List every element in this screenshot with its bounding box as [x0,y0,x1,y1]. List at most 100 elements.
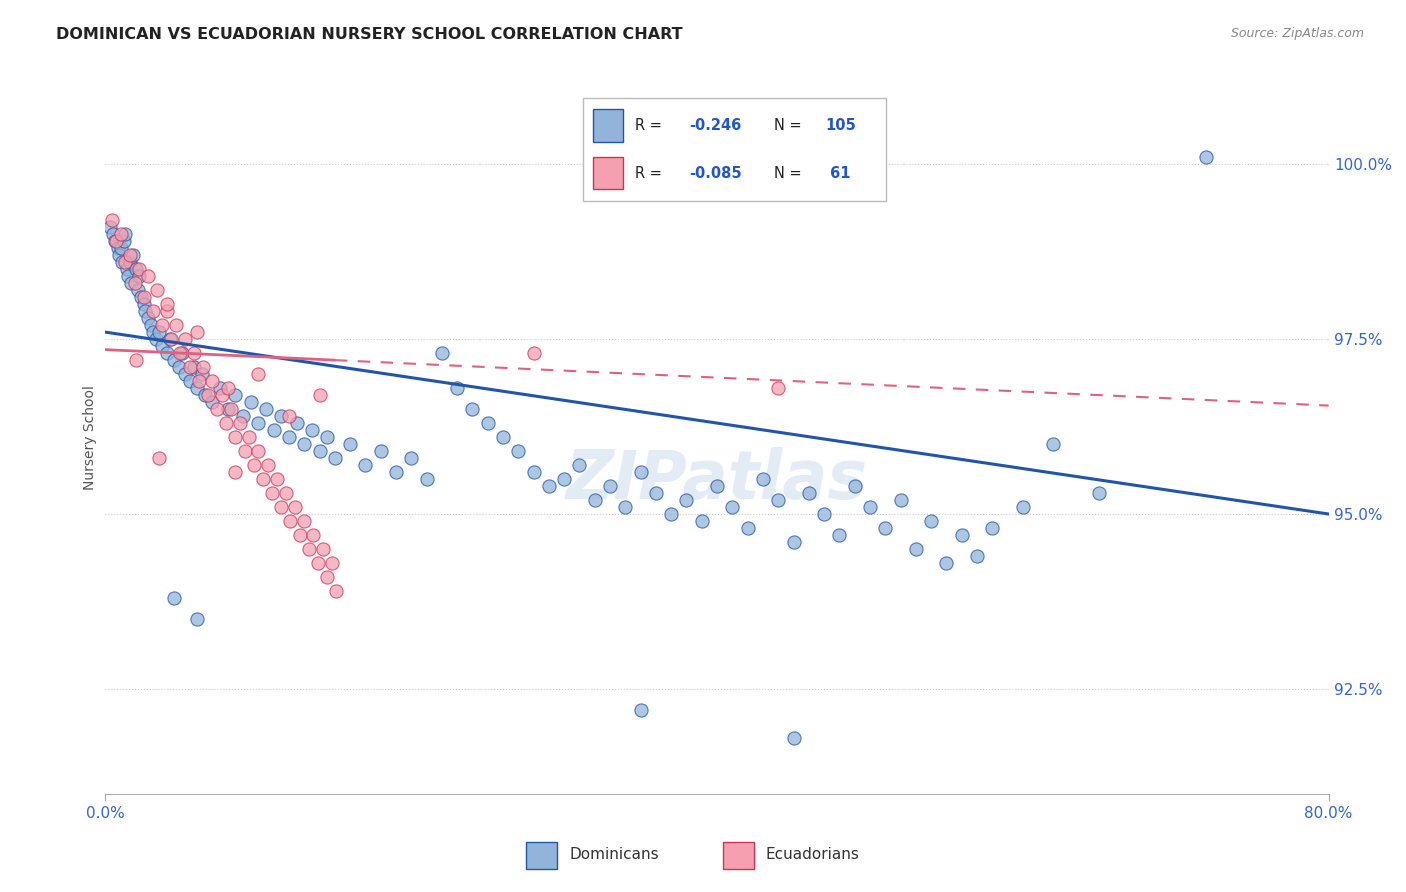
Text: R =: R = [636,166,666,180]
Point [187,374,209,388]
Point [120,276,142,290]
Point [630,465,652,479]
Point [170,346,193,360]
Point [446,381,468,395]
Point [169,346,191,360]
Point [1042,437,1064,451]
Point [274,486,297,500]
Point [107,241,129,255]
Point [675,493,697,508]
Point [132,290,155,304]
Point [150,339,173,353]
Point [599,479,621,493]
Point [136,311,159,326]
Text: Source: ZipAtlas.com: Source: ZipAtlas.com [1230,27,1364,40]
Point [233,444,256,458]
Point [323,451,346,466]
Point [129,290,152,304]
Point [768,381,790,395]
Point [186,325,208,339]
Point [215,416,238,430]
Point [904,541,927,556]
Text: -0.246: -0.246 [689,119,741,133]
Point [813,507,835,521]
Point [142,304,165,318]
Point [797,486,820,500]
Point [111,255,134,269]
Text: N =: N = [773,166,806,180]
Point [1012,500,1035,514]
Point [125,262,148,277]
Point [844,479,866,493]
Point [127,283,149,297]
Point [401,451,423,466]
Point [217,402,239,417]
Point [183,346,205,360]
Point [238,430,260,444]
Point [98,220,121,235]
Point [174,367,197,381]
Text: DOMINICAN VS ECUADORIAN NURSERY SCHOOL CORRELATION CHART: DOMINICAN VS ECUADORIAN NURSERY SCHOOL C… [56,27,683,42]
Point [298,541,321,556]
Point [118,248,141,262]
Point [224,430,246,444]
Point [194,388,217,402]
Point [537,479,560,493]
Point [950,528,973,542]
Point [186,612,208,626]
Point [179,360,201,375]
Point [156,304,179,318]
Point [644,486,668,500]
Point [114,227,136,242]
Point [284,500,307,514]
Point [128,269,150,284]
Point [280,514,302,528]
Point [174,332,197,346]
Point [266,472,288,486]
Point [191,367,214,381]
Text: ZIPatlas: ZIPatlas [567,447,868,513]
Point [690,514,713,528]
Point [150,318,173,333]
Point [128,262,150,277]
Point [114,255,136,269]
Point [492,430,515,444]
Point [156,346,179,360]
Point [252,472,274,486]
Point [108,248,131,262]
Point [354,458,377,472]
Point [292,437,315,451]
Point [105,234,128,248]
Point [301,423,323,437]
Point [875,521,897,535]
Point [768,493,790,508]
Point [110,241,132,255]
Point [122,248,145,262]
Point [219,402,242,417]
Point [201,395,224,409]
Point [325,584,347,599]
Point [247,444,270,458]
Point [890,493,912,508]
Point [782,731,804,745]
Point [614,500,637,514]
Point [263,423,285,437]
Point [110,227,132,242]
Point [430,346,453,360]
Point [247,416,270,430]
Point [167,360,190,375]
Point [339,437,361,451]
Point [278,409,301,423]
Bar [592,157,623,189]
Point [224,465,246,479]
Point [630,703,652,717]
Point [415,472,437,486]
Point [553,472,575,486]
Point [385,465,408,479]
Point [193,360,215,375]
Point [179,374,201,388]
Point [100,213,122,227]
Point [752,472,775,486]
Bar [526,842,557,869]
Point [568,458,591,472]
